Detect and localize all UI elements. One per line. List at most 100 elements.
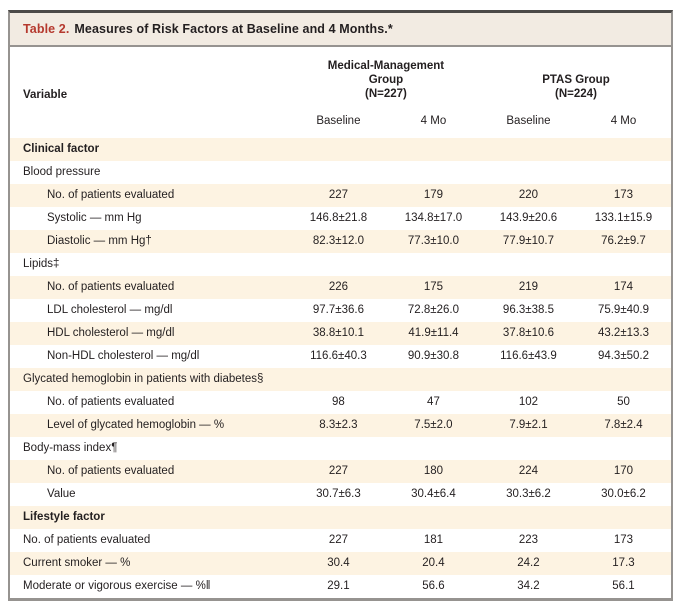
cell-value: 37.8±10.6 — [502, 327, 554, 339]
cell-value: 43.2±13.3 — [597, 327, 650, 339]
cell-value — [291, 138, 386, 161]
cell-value — [386, 506, 481, 529]
cell-value: 134.8±17.0 — [404, 212, 463, 224]
cell-value: 7.9±2.1 — [509, 419, 548, 431]
table-row: No. of patients evaluated 226 175 219 174 — [10, 276, 671, 299]
cell-value: 47 — [427, 396, 440, 408]
subheader-mm-4mo: 4 Mo — [420, 115, 447, 127]
row-label: Value — [47, 488, 76, 500]
row-label: Current smoker — % — [23, 557, 131, 569]
cell-value: 41.9±11.4 — [408, 327, 459, 339]
cell-value: 133.1±15.9 — [594, 212, 653, 224]
table-row: HDL cholesterol — mg/dl 38.8±10.1 41.9±11.… — [10, 322, 671, 345]
table-row: No. of patients evaluated 98 47 102 50 — [10, 391, 671, 414]
cell-value: 30.3±6.2 — [506, 488, 551, 500]
table-row: Diastolic — mm Hg† 82.3±12.0 77.3±10.0 77.9… — [10, 230, 671, 253]
cell-value: 24.2 — [517, 557, 540, 569]
cell-value — [481, 161, 576, 184]
cell-value: 30.7±6.3 — [316, 488, 361, 500]
table-row: Lipids‡ — [10, 253, 671, 276]
table-number: Table 2. — [23, 22, 70, 36]
cell-value: 30.0±6.2 — [601, 488, 646, 500]
cell-value: 76.2±9.7 — [601, 235, 646, 247]
cell-value: 7.8±2.4 — [604, 419, 643, 431]
table-title-bar: Table 2. Measures of Risk Factors at Base… — [10, 13, 671, 47]
cell-value — [291, 161, 386, 184]
cell-value — [481, 368, 576, 391]
group-header-medical-management: Medical-Management Group (N=227) — [327, 60, 445, 100]
table-row: LDL cholesterol — mg/dl 97.7±36.6 72.8±26.… — [10, 299, 671, 322]
table-header: Variable Medical-Management Group (N=227… — [10, 47, 671, 138]
risk-factors-table: Table 2. Measures of Risk Factors at Base… — [8, 10, 673, 601]
cell-value: 50 — [617, 396, 630, 408]
cell-value — [291, 437, 386, 460]
cell-value — [386, 253, 481, 276]
row-label: No. of patients evaluated — [47, 281, 175, 293]
cell-value — [291, 253, 386, 276]
table-row: Systolic — mm Hg 146.8±21.8 134.8±17.0 143.… — [10, 207, 671, 230]
table-row: Blood pressure — [10, 161, 671, 184]
table-title: Measures of Risk Factors at Baseline and… — [74, 22, 393, 36]
table-body: Clinical factor Blood pressure No. of pati… — [10, 138, 671, 598]
row-label: Systolic — mm Hg — [47, 212, 142, 224]
table-row: Current smoker — % 30.4 20.4 24.2 17.3 — [10, 552, 671, 575]
cell-value — [481, 437, 576, 460]
cell-value: 30.4±6.4 — [411, 488, 456, 500]
cell-value — [576, 437, 671, 460]
cell-value: 173 — [613, 189, 634, 201]
cell-value — [386, 437, 481, 460]
table-row: No. of patients evaluated 227 181 223 173 — [10, 529, 671, 552]
row-label: Lipids‡ — [23, 258, 60, 270]
cell-value: 77.9±10.7 — [502, 235, 554, 247]
cell-value: 82.3±12.0 — [312, 235, 364, 247]
cell-value: 227 — [328, 465, 349, 477]
subheader-ptas-4mo: 4 Mo — [610, 115, 637, 127]
cell-value — [481, 506, 576, 529]
cell-value: 174 — [613, 281, 634, 293]
cell-value: 219 — [518, 281, 539, 293]
cell-value: 56.6 — [422, 580, 445, 592]
row-label: Clinical factor — [23, 143, 100, 155]
table-row: Body-mass index¶ — [10, 437, 671, 460]
table-row: Moderate or vigorous exercise — %‖ 29.1 56… — [10, 575, 671, 598]
cell-value: 227 — [328, 534, 349, 546]
row-label: Non-HDL cholesterol — mg/dl — [47, 350, 200, 362]
cell-value: 30.4 — [327, 557, 350, 569]
table-row: Glycated hemoglobin in patients with dia… — [10, 368, 671, 391]
cell-value: 8.3±2.3 — [319, 419, 358, 431]
cell-value: 173 — [613, 534, 634, 546]
cell-value: 75.9±40.9 — [597, 304, 650, 316]
cell-value: 102 — [518, 396, 539, 408]
cell-value: 72.8±26.0 — [407, 304, 459, 316]
subheader-row: Baseline 4 Mo Baseline 4 Mo — [10, 104, 671, 138]
cell-value: 97.7±36.6 — [312, 304, 364, 316]
subheader-ptas-baseline: Baseline — [506, 115, 551, 127]
table-row: Value 30.7±6.3 30.4±6.4 30.3±6.2 30.0±6.2 — [10, 483, 671, 506]
row-label: LDL cholesterol — mg/dl — [47, 304, 173, 316]
cell-value: 56.1 — [612, 580, 635, 592]
cell-value: 90.9±30.8 — [407, 350, 459, 362]
cell-value — [386, 368, 481, 391]
cell-value: 38.8±10.1 — [312, 327, 364, 339]
group-header-row: Variable Medical-Management Group (N=227… — [10, 47, 671, 104]
variable-column-header: Variable — [23, 89, 68, 101]
cell-value: 7.5±2.0 — [414, 419, 453, 431]
row-label: HDL cholesterol — mg/dl — [47, 327, 175, 339]
row-label: Moderate or vigorous exercise — %‖ — [23, 580, 211, 592]
table-row: No. of patients evaluated 227 179 220 173 — [10, 184, 671, 207]
cell-value: 116.6±40.3 — [310, 350, 367, 362]
cell-value — [386, 138, 481, 161]
cell-value: 226 — [328, 281, 349, 293]
table-row: Level of glycated hemoglobin — % 8.3±2.3 7… — [10, 414, 671, 437]
cell-value: 116.6±43.9 — [500, 350, 557, 362]
row-label: No. of patients evaluated — [47, 189, 175, 201]
cell-value: 220 — [518, 189, 539, 201]
cell-value — [576, 161, 671, 184]
cell-value: 223 — [518, 534, 539, 546]
cell-value: 96.3±38.5 — [502, 304, 554, 316]
cell-value: 179 — [423, 189, 444, 201]
row-label: Body-mass index¶ — [23, 442, 118, 454]
data-table: Variable Medical-Management Group (N=227… — [10, 47, 671, 598]
cell-value — [481, 253, 576, 276]
